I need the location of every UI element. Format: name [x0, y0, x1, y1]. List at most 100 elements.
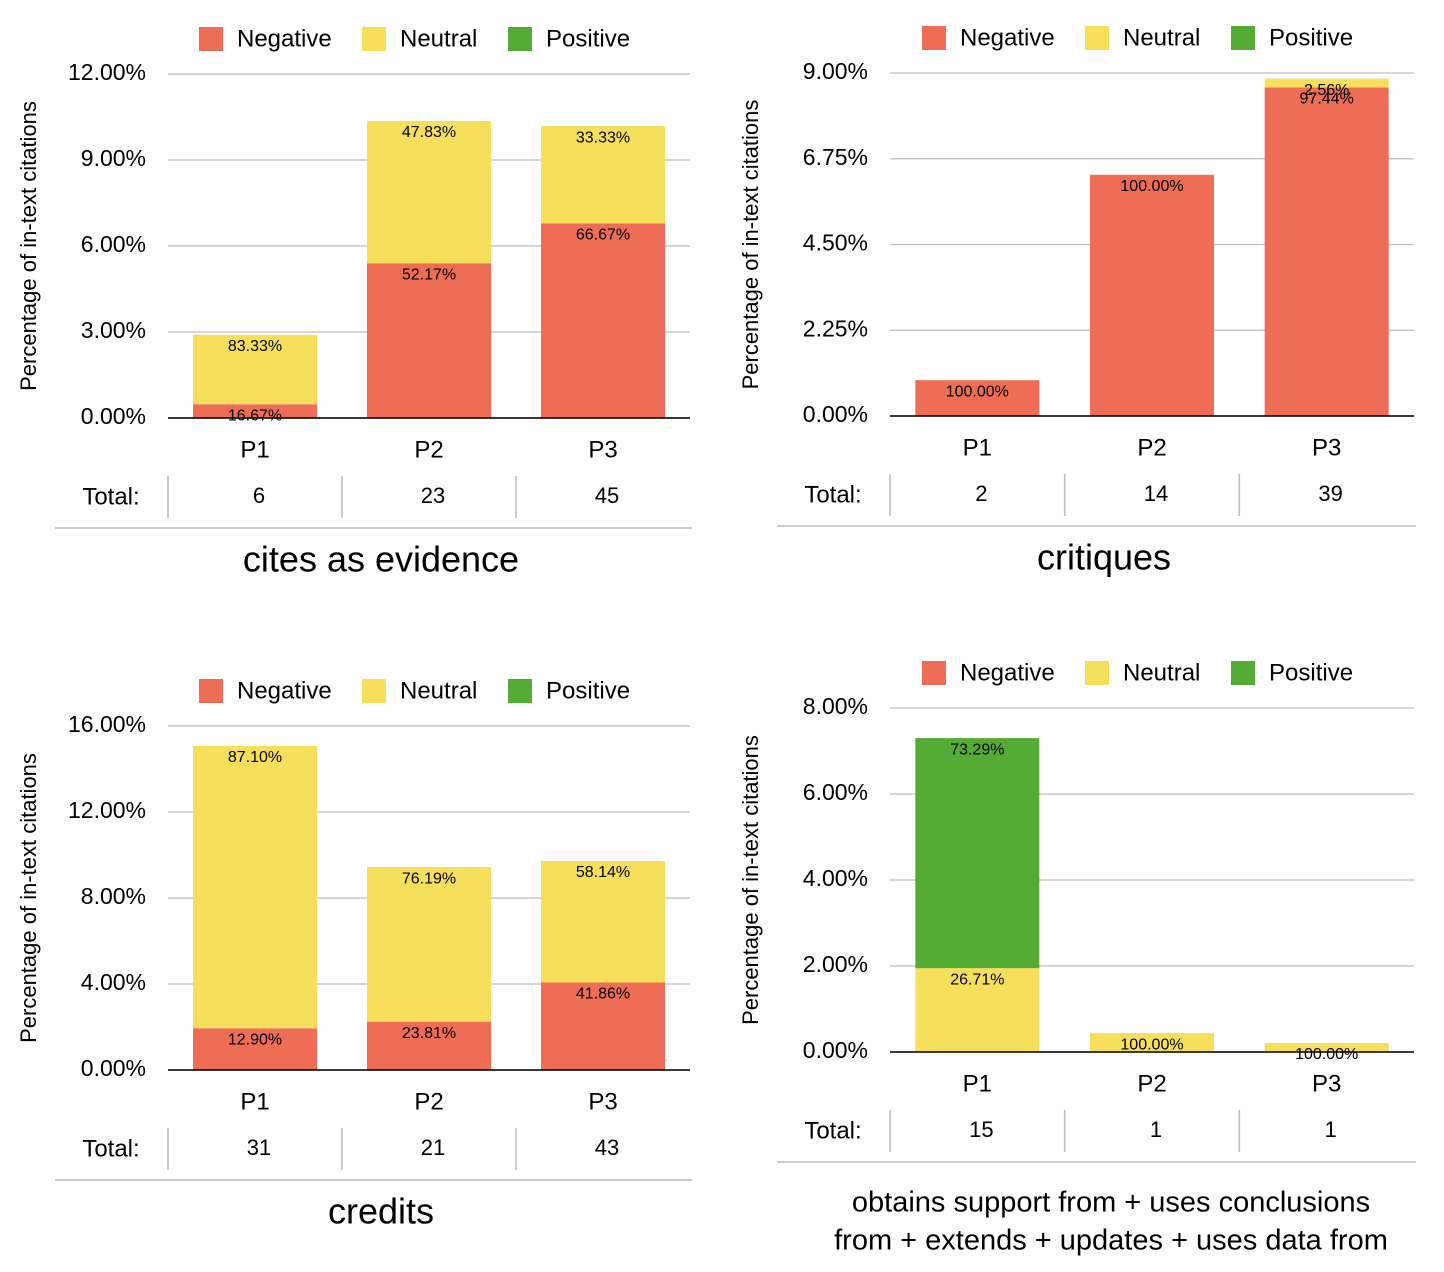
total-value: 1 [1150, 1117, 1162, 1142]
total-value: 15 [969, 1117, 993, 1142]
legend-swatch [1085, 661, 1109, 685]
y-tick-label: 4.00% [81, 969, 146, 995]
data-label: 83.33% [228, 338, 282, 355]
y-tick-label: 6.00% [81, 231, 146, 257]
data-label: 41.86% [576, 986, 630, 1003]
total-value: 6 [253, 483, 265, 508]
bar-segment [915, 380, 1040, 416]
bar-segment [367, 867, 491, 1022]
y-axis-title: Percentage of in-text citations [16, 101, 41, 391]
legend-label: Positive [1269, 24, 1353, 51]
bar-segment [1090, 174, 1214, 416]
bar-segment [915, 968, 1040, 1052]
y-tick-label: 6.00% [803, 779, 868, 805]
legend-label: Negative [237, 677, 332, 704]
total-value: 31 [247, 1135, 271, 1160]
legend-swatch [922, 661, 946, 685]
chart-title: cites as evidence [243, 539, 519, 580]
y-tick-label: 2.25% [803, 315, 868, 341]
data-label: 73.29% [950, 741, 1004, 758]
legend-swatch [1231, 661, 1255, 685]
legend-label: Positive [1269, 659, 1353, 686]
x-tick-label: P3 [588, 1088, 617, 1115]
legend-label: Negative [960, 24, 1055, 51]
y-tick-label: 0.00% [81, 403, 146, 429]
legend-swatch [1231, 26, 1255, 50]
legend-swatch [922, 26, 946, 50]
bar-segment [541, 982, 665, 1070]
y-tick-label: 9.00% [81, 145, 146, 171]
bar-segment [193, 404, 317, 418]
legend-label: Positive [546, 25, 630, 52]
legend-swatch [199, 679, 223, 703]
total-value: 2 [975, 481, 987, 506]
legend-label: Negative [237, 25, 332, 52]
data-label: 100.00% [946, 383, 1009, 400]
bar-segment [915, 738, 1040, 969]
bar-segment [541, 126, 665, 224]
y-tick-label: 9.00% [803, 58, 868, 84]
x-tick-label: P3 [1312, 434, 1341, 461]
bar-segment [1264, 78, 1389, 88]
y-tick-label: 12.00% [68, 59, 146, 85]
chart-title: from + extends + updates + uses data fro… [834, 1225, 1388, 1257]
x-tick-label: P3 [1312, 1070, 1341, 1097]
bar-segment [367, 1021, 491, 1070]
y-tick-label: 3.00% [81, 317, 146, 343]
data-label: 58.14% [576, 864, 630, 881]
y-tick-label: 12.00% [68, 797, 146, 823]
legend-label: Neutral [400, 677, 477, 704]
x-tick-label: P2 [414, 436, 443, 463]
chart-title: credits [328, 1191, 434, 1232]
y-tick-label: 4.50% [803, 230, 868, 256]
x-tick-label: P1 [240, 1088, 269, 1115]
total-value: 21 [421, 1135, 445, 1160]
x-tick-label: P1 [963, 1070, 992, 1097]
bar-segment [193, 1028, 317, 1070]
y-tick-label: 2.00% [803, 951, 868, 977]
data-label: 23.81% [402, 1025, 456, 1042]
bar-segment [1090, 1033, 1214, 1052]
legend-swatch [362, 679, 386, 703]
data-label: 33.33% [576, 129, 630, 146]
totals-label: Total: [82, 483, 139, 510]
bar-segment [193, 334, 317, 405]
legend-label: Negative [960, 659, 1055, 686]
legend-label: Neutral [1123, 24, 1200, 51]
data-label: 100.00% [1295, 1046, 1358, 1063]
data-label: 12.90% [228, 1032, 282, 1049]
bar-segment [193, 745, 317, 1029]
y-tick-label: 0.00% [803, 401, 868, 427]
y-axis-title: Percentage of in-text citations [738, 100, 763, 390]
x-tick-label: P2 [1137, 1070, 1166, 1097]
legend-swatch [508, 679, 532, 703]
bar-segment [367, 121, 491, 264]
bar-segment [541, 861, 665, 983]
legend-label: Neutral [1123, 659, 1200, 686]
data-label: 26.71% [950, 971, 1004, 988]
data-label: 66.67% [576, 227, 630, 244]
bar-segment [367, 263, 491, 418]
y-tick-label: 6.75% [803, 144, 868, 170]
totals-label: Total: [804, 1117, 861, 1144]
legend-swatch [1085, 26, 1109, 50]
total-value: 1 [1325, 1117, 1337, 1142]
x-tick-label: P3 [588, 436, 617, 463]
legend-label: Neutral [400, 25, 477, 52]
bar-segment [1264, 87, 1389, 416]
data-label: 97.44% [1300, 91, 1354, 108]
totals-label: Total: [804, 481, 861, 508]
data-label: 100.00% [1120, 1036, 1183, 1053]
chart-title: obtains support from + uses conclusions [852, 1187, 1370, 1219]
data-label: 76.19% [402, 870, 456, 887]
legend-swatch [199, 27, 223, 51]
total-value: 43 [595, 1135, 619, 1160]
bar-segment [1264, 1042, 1389, 1052]
data-label: 52.17% [402, 266, 456, 283]
y-axis-title: Percentage of in-text citations [738, 735, 763, 1025]
legend-swatch [508, 27, 532, 51]
data-label: 87.10% [228, 749, 282, 766]
y-tick-label: 0.00% [81, 1055, 146, 1081]
total-value: 14 [1144, 481, 1168, 506]
